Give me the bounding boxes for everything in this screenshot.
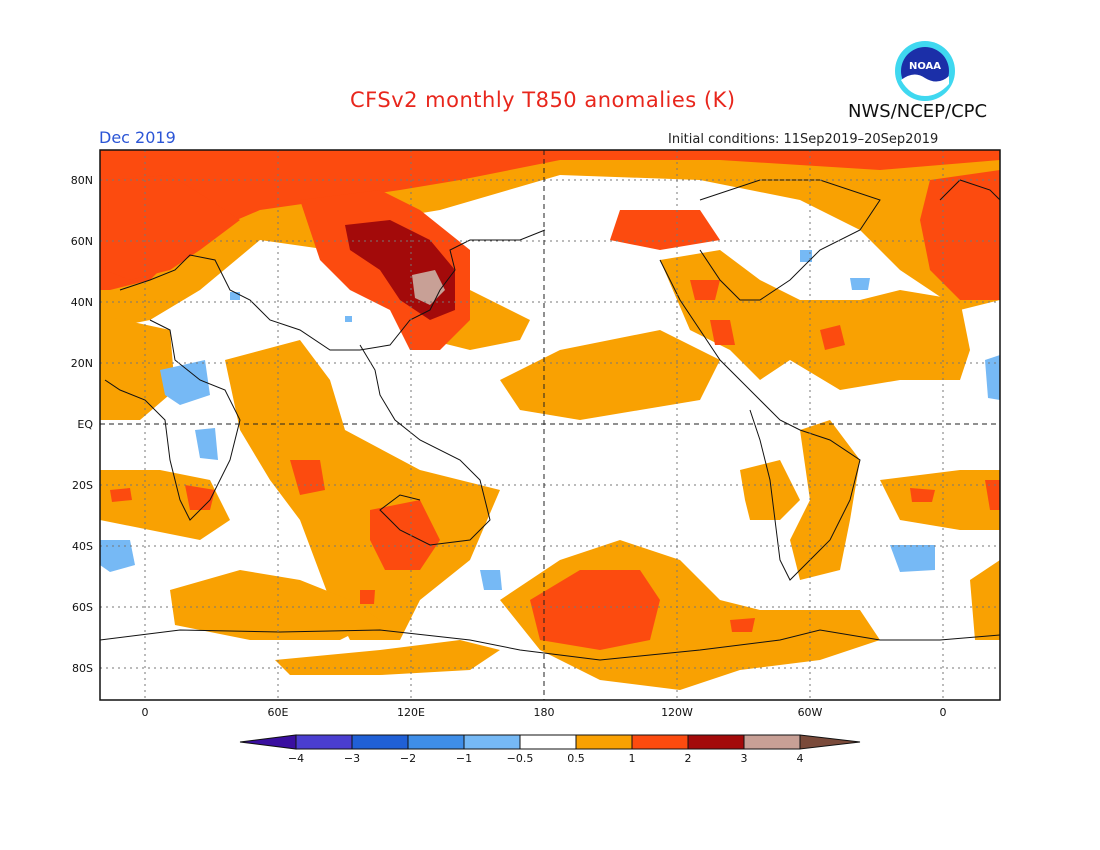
colorbar-swatch: [631, 734, 689, 750]
colorbar-swatch: [687, 734, 745, 750]
colorbar-label: 2: [685, 752, 692, 765]
lat-label: 20N: [71, 357, 93, 370]
colorbar-swatch: [743, 734, 801, 750]
lon-label: 120E: [397, 706, 425, 719]
colorbar-swatch: [575, 734, 633, 750]
lat-label: 40N: [71, 296, 93, 309]
logo-text: NOAA: [909, 61, 941, 72]
coastlines: [100, 179, 1000, 661]
colorbar-swatch: [239, 734, 297, 750]
lat-label: 40S: [72, 540, 93, 553]
anomaly-fields: [100, 150, 1000, 700]
colorbar-labels: −4 −3 −2 −1 −0.5 0.5 1 2 3 4: [288, 752, 804, 765]
lat-label: 80S: [72, 662, 93, 675]
colorbar-label: −0.5: [507, 752, 534, 765]
lat-label: 60N: [71, 235, 93, 248]
noaa-logo: NOAA: [895, 41, 955, 101]
chart-title: CFSv2 monthly T850 anomalies (K): [350, 88, 736, 112]
colorbar-label: 3: [741, 752, 748, 765]
colorbar-swatch: [295, 734, 353, 750]
lon-label: 120W: [661, 706, 693, 719]
colorbar-swatch: [351, 734, 409, 750]
agency-label: NWS/NCEP/CPC: [848, 101, 988, 122]
lon-label: 60W: [798, 706, 823, 719]
map-frame: [99, 149, 1001, 701]
lon-label: 60E: [268, 706, 289, 719]
negative-anomaly-regions: [100, 250, 1000, 590]
lat-label: 60S: [72, 601, 93, 614]
colorbar-label: 0.5: [567, 752, 585, 765]
forecast-month: Dec 2019: [99, 128, 176, 147]
lat-label: 80N: [71, 174, 93, 187]
graticule: [100, 150, 1000, 700]
lat-label: 20S: [72, 479, 93, 492]
colorbar-label: 1: [629, 752, 636, 765]
initial-conditions-label: Initial conditions: 11Sep2019–20Sep2019: [668, 132, 939, 147]
colorbar: [239, 734, 861, 750]
colorbar-label: −2: [400, 752, 416, 765]
colorbar-swatch: [799, 734, 861, 750]
lat-label: EQ: [77, 418, 93, 431]
lon-label: 0: [142, 706, 149, 719]
longitude-labels: 0 60E 120E 180 120W 60W 0: [142, 706, 947, 719]
reference-lines: [100, 150, 1000, 700]
colorbar-swatch: [519, 734, 577, 750]
colorbar-label: −4: [288, 752, 304, 765]
colorbar-label: −1: [456, 752, 472, 765]
lon-label: 180: [534, 706, 555, 719]
latitude-labels: 80N 60N 40N 20N EQ 20S 40S 60S 80S: [71, 174, 94, 675]
colorbar-label: 4: [797, 752, 804, 765]
colorbar-swatch: [407, 734, 465, 750]
lon-label: 0: [940, 706, 947, 719]
colorbar-label: −3: [344, 752, 360, 765]
colorbar-swatch: [463, 734, 521, 750]
